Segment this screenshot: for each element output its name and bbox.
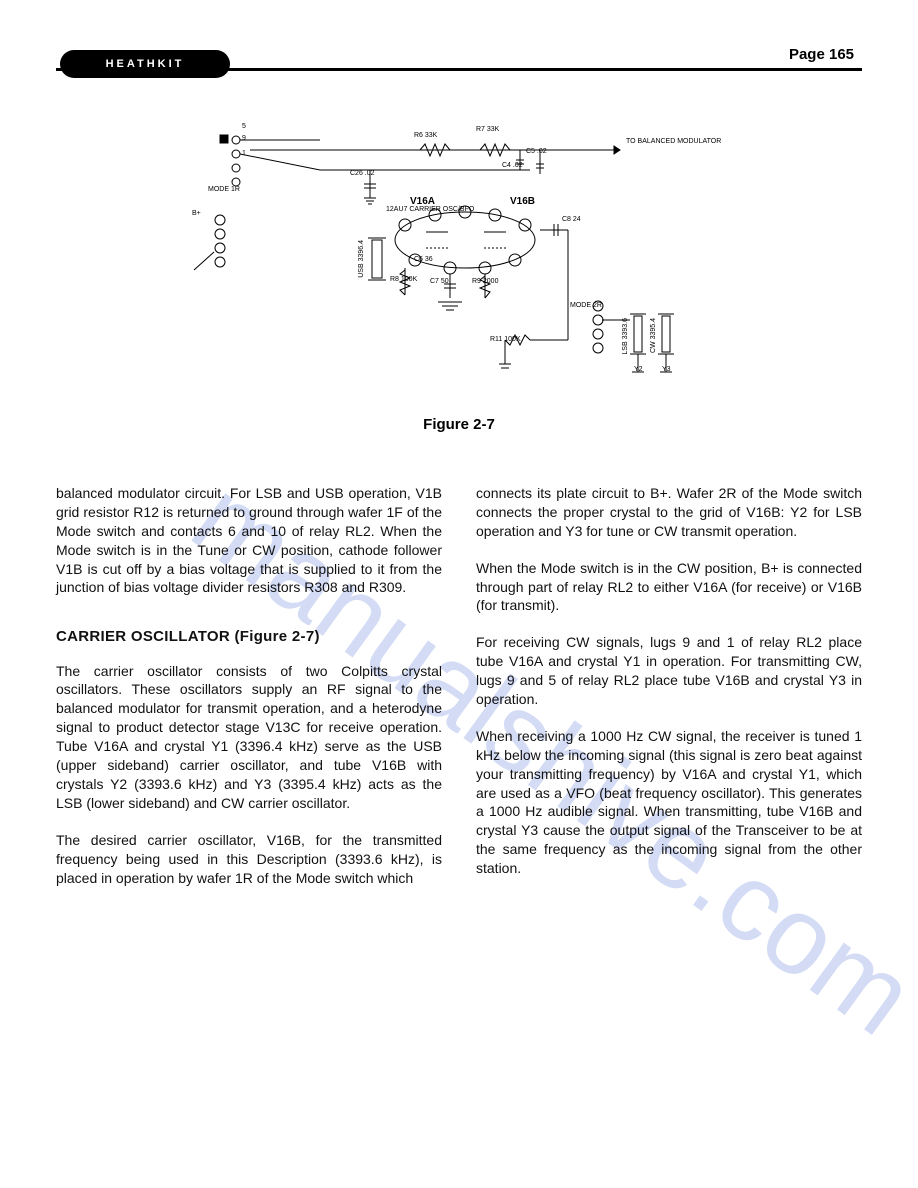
lbl-c4: C4 .02 bbox=[502, 162, 523, 169]
lbl-y2val: LSB 3393.6 bbox=[622, 318, 629, 355]
lbl-mode1r: MODE 1R bbox=[208, 186, 240, 193]
lbl-r9: R9 2000 bbox=[472, 278, 498, 285]
lbl-y2: Y2 bbox=[634, 366, 643, 373]
lbl-r6: R6 33K bbox=[414, 132, 437, 139]
lbl-c26: C26 .02 bbox=[350, 170, 375, 177]
lbl-c5: C5 .02 bbox=[526, 148, 547, 155]
lbl-tobalmod: TO BALANCED MODULATOR bbox=[626, 138, 721, 145]
left-p3: The desired carrier oscillator, V16B, fo… bbox=[56, 831, 442, 888]
left-column: balanced modulator circuit. For LSB and … bbox=[56, 484, 442, 905]
lbl-c8: C8 24 bbox=[562, 216, 581, 223]
page-number: Page 165 bbox=[789, 46, 854, 63]
right-p4: When receiving a 1000 Hz CW signal, the … bbox=[476, 727, 862, 878]
lbl-r11: R11 100K bbox=[490, 336, 521, 343]
lbl-y1val: USB 3396.4 bbox=[358, 240, 365, 278]
lbl-c6: C6 36 bbox=[414, 256, 433, 263]
lbl-r8: R8 100K bbox=[390, 276, 417, 283]
right-p2: When the Mode switch is in the CW positi… bbox=[476, 559, 862, 616]
header-rule bbox=[56, 68, 862, 71]
lbl-y3: Y3 bbox=[662, 366, 671, 373]
carrier-osc-heading: CARRIER OSCILLATOR (Figure 2-7) bbox=[56, 627, 442, 647]
lbl-pin1: 1 bbox=[242, 150, 246, 157]
right-p3: For receiving CW signals, lugs 9 and 1 o… bbox=[476, 633, 862, 709]
lbl-mode2r: MODE 2R bbox=[570, 302, 602, 309]
lbl-v16b: V16B bbox=[510, 196, 535, 207]
left-p2: The carrier oscillator consists of two C… bbox=[56, 662, 442, 813]
page: HEATHKIT Page 165 bbox=[0, 0, 918, 1188]
lbl-y3val: CW 3395.4 bbox=[650, 318, 657, 353]
lbl-r7: R7 33K bbox=[476, 126, 499, 133]
lbl-bplus: B+ bbox=[192, 210, 201, 217]
body-columns: balanced modulator circuit. For LSB and … bbox=[56, 484, 862, 905]
right-column: connects its plate circuit to B+. Wafer … bbox=[476, 484, 862, 905]
figure-caption: Figure 2-7 bbox=[0, 416, 918, 433]
lbl-pin9: 9 bbox=[242, 135, 246, 142]
lbl-pin5: 5 bbox=[242, 123, 246, 130]
circuit-diagram: 5 9 1 MODE 1R B+ R6 33K R7 33K C5 .02 C4… bbox=[190, 120, 730, 400]
lbl-c7: C7 50 bbox=[430, 278, 449, 285]
lbl-v16a-sub: 12AU7 CARRIER OSC/BFO bbox=[386, 206, 474, 213]
left-p1: balanced modulator circuit. For LSB and … bbox=[56, 484, 442, 597]
brand-badge: HEATHKIT bbox=[60, 50, 230, 78]
right-p1: connects its plate circuit to B+. Wafer … bbox=[476, 484, 862, 541]
